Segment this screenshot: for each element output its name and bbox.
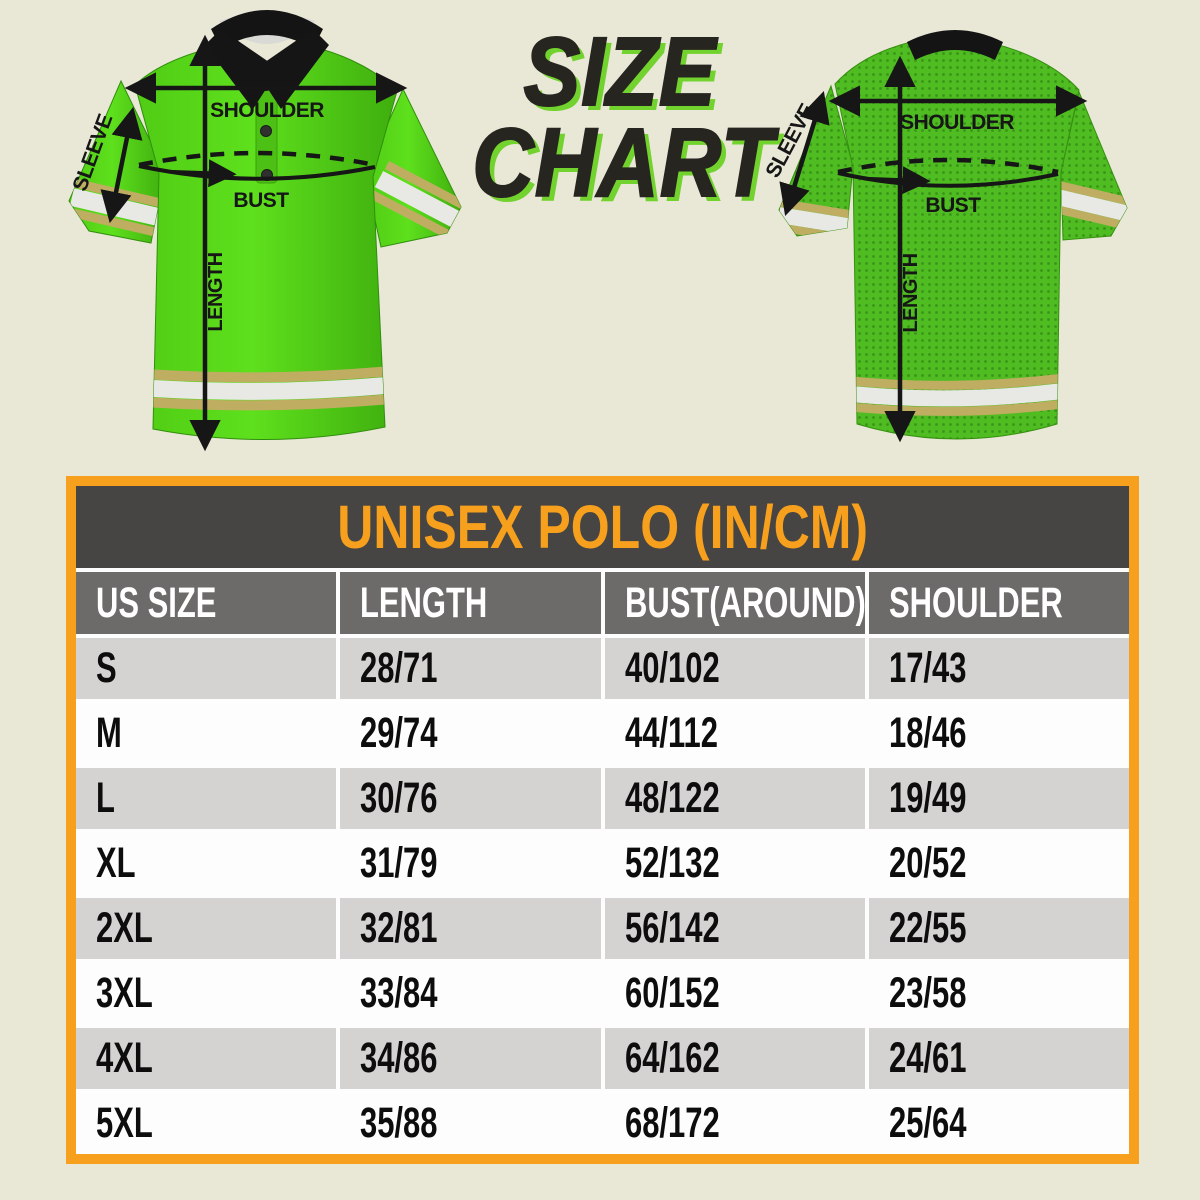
front-bust-dashed-arc [138, 150, 376, 168]
cell-m-shoulder: 18/46 [868, 703, 1129, 764]
front-measurements [100, 34, 408, 452]
cell-s-length: 28/71 [340, 638, 601, 699]
table-title-bar: UNISEX POLO (IN/CM) [76, 486, 1129, 568]
back-bust-dashed-arc [837, 157, 1059, 175]
column-header-shoulder: SHOULDER [868, 572, 1129, 634]
back-right-sleeve-stripe [1061, 180, 1127, 230]
cell-2xl-bust: 56/142 [604, 898, 865, 959]
column-header-bust: BUST(AROUND) [604, 572, 865, 634]
front-right-sleeve-stripe [368, 161, 461, 238]
size-chart-table: UNISEX POLO (IN/CM) US SIZE LENGTH BUST(… [66, 476, 1139, 1164]
cell-xl-shoulder: 20/52 [868, 833, 1129, 894]
cell-xl-length: 31/79 [340, 833, 601, 894]
cell-s-shoulder: 17/43 [868, 638, 1129, 699]
back-bust-arrow [869, 166, 931, 195]
page-title-line2: CHART [471, 108, 774, 218]
cell-5xl-length: 35/88 [340, 1093, 601, 1154]
cell-xl-bust: 52/132 [604, 833, 865, 894]
cell-2xl-length: 32/81 [340, 898, 601, 959]
back-hem-stripe [850, 373, 1064, 416]
front-shirt-diagram: SHOULDER SLEEVE BUST LENGTH [68, 10, 462, 452]
table-title: UNISEX POLO (IN/CM) [337, 493, 868, 561]
back-shoulder-label: SHOULDER [900, 111, 1014, 134]
cell-l-shoulder: 19/49 [868, 768, 1129, 829]
cell-m-length: 29/74 [340, 703, 601, 764]
front-collar-band [211, 10, 323, 49]
column-header-us-size: US SIZE [76, 572, 337, 634]
back-measurements [779, 55, 1088, 443]
column-header-length: LENGTH [340, 572, 601, 634]
cell-4xl-bust: 64/162 [604, 1028, 865, 1089]
back-shirt [778, 30, 1128, 440]
cell-4xl-length: 34/86 [340, 1028, 601, 1089]
front-shirt [68, 10, 462, 440]
cell-3xl-shoulder: 23/58 [868, 963, 1129, 1024]
cell-5xl-bust: 68/172 [604, 1093, 865, 1154]
front-length-label: LENGTH [205, 252, 227, 331]
hero-section: SHOULDER SLEEVE BUST LENGTH SIZE CHART [0, 0, 1200, 465]
cell-3xl-length: 33/84 [340, 963, 601, 1024]
cell-l-bust: 48/122 [604, 768, 865, 829]
cell-l-size: L [76, 768, 337, 829]
front-bust-label: BUST [233, 189, 289, 212]
front-bust-solid-arc [138, 164, 376, 181]
cell-3xl-bust: 60/152 [604, 963, 865, 1024]
cell-m-size: M [76, 703, 337, 764]
back-bust-label: BUST [925, 194, 981, 217]
cell-s-size: S [76, 638, 337, 699]
cell-xl-size: XL [76, 833, 337, 894]
cell-2xl-shoulder: 22/55 [868, 898, 1129, 959]
front-shoulder-label: SHOULDER [210, 99, 324, 122]
back-sleeve-arrow [779, 90, 830, 217]
back-length-label: LENGTH [900, 253, 922, 332]
cell-3xl-size: 3XL [76, 963, 337, 1024]
back-collar-band [907, 30, 1003, 60]
front-bust-arrow [172, 159, 237, 188]
front-hem-stripe [144, 366, 392, 411]
cell-m-bust: 44/112 [604, 703, 865, 764]
cell-5xl-shoulder: 25/64 [868, 1093, 1129, 1154]
cell-4xl-size: 4XL [76, 1028, 337, 1089]
back-shirt-diagram: SHOULDER SLEEVE BUST LENGTH [765, 30, 1128, 443]
cell-s-bust: 40/102 [604, 638, 865, 699]
front-sleeve-arrow [100, 106, 143, 224]
back-bust-solid-arc [837, 171, 1059, 188]
cell-4xl-shoulder: 24/61 [868, 1028, 1129, 1089]
cell-l-length: 30/76 [340, 768, 601, 829]
page-title-line1: SIZE [522, 17, 717, 126]
cell-5xl-size: 5XL [76, 1093, 337, 1154]
page-title: SIZE CHART [471, 17, 774, 218]
cell-2xl-size: 2XL [76, 898, 337, 959]
button [260, 125, 272, 137]
